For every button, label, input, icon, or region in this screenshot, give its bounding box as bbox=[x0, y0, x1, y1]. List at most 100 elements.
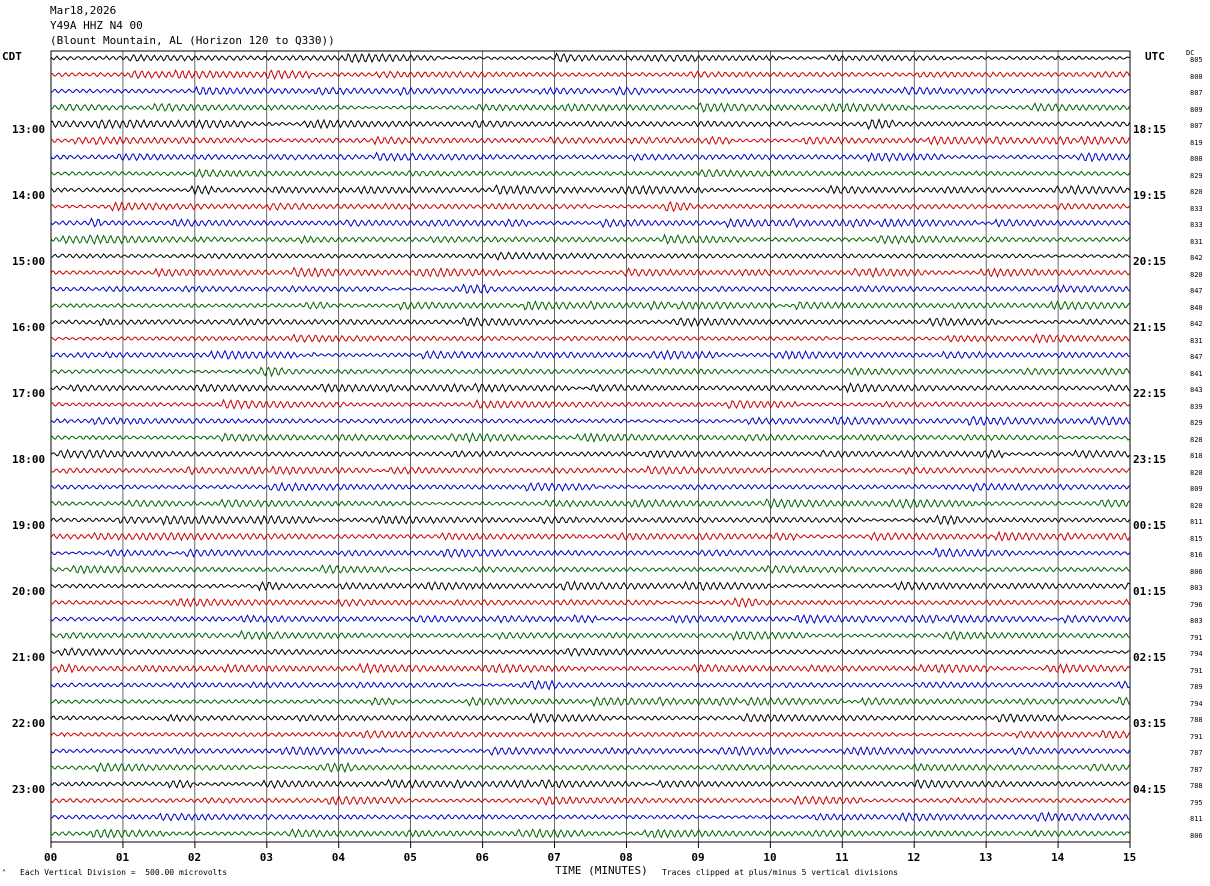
seismic-trace bbox=[50, 729, 1130, 740]
right-hour-label: 21:15 bbox=[1133, 321, 1167, 334]
seismic-trace bbox=[50, 69, 1130, 81]
left-hour-label: 16:00 bbox=[12, 321, 46, 334]
x-tick-label: 00 bbox=[44, 851, 58, 864]
seismic-trace bbox=[50, 828, 1130, 839]
seismic-trace bbox=[50, 580, 1130, 592]
left-hour-label: 23:00 bbox=[12, 783, 46, 796]
seismic-trace bbox=[50, 217, 1130, 229]
seismic-trace bbox=[50, 497, 1130, 510]
seismic-trace bbox=[50, 85, 1130, 97]
dc-offset-value: 808 bbox=[1190, 155, 1203, 163]
seismic-trace bbox=[50, 251, 1130, 261]
dc-offset-value: 791 bbox=[1190, 732, 1203, 741]
right-hour-label: 02:15 bbox=[1133, 651, 1167, 664]
x-tick-label: 01 bbox=[115, 851, 130, 864]
seismic-trace bbox=[50, 431, 1130, 444]
seismic-trace bbox=[50, 679, 1130, 691]
dc-offset-value: 788 bbox=[1190, 782, 1203, 790]
x-tick-label: 05 bbox=[403, 851, 417, 864]
seismic-trace bbox=[50, 647, 1130, 658]
seismic-trace bbox=[50, 52, 1130, 64]
seismic-trace bbox=[50, 662, 1130, 675]
seismic-trace bbox=[50, 481, 1130, 492]
dc-offset-value: 811 bbox=[1190, 815, 1203, 823]
dc-offset-value: 829 bbox=[1190, 419, 1203, 427]
seismic-trace bbox=[50, 366, 1130, 378]
dc-offset-value: 787 bbox=[1190, 765, 1203, 774]
left-hour-label: 21:00 bbox=[12, 651, 46, 664]
seismic-trace bbox=[50, 448, 1130, 460]
seismic-trace bbox=[50, 233, 1130, 245]
seismic-trace bbox=[50, 530, 1130, 542]
x-tick-label: 02 bbox=[187, 851, 202, 864]
dc-offset-value: 807 bbox=[1190, 89, 1203, 97]
dc-offset-value: 843 bbox=[1190, 386, 1203, 394]
x-tick-label: 06 bbox=[475, 851, 489, 864]
corner-mark: ᴬ bbox=[2, 868, 7, 876]
seismic-trace bbox=[50, 168, 1130, 179]
right-hour-label: 00:15 bbox=[1133, 519, 1167, 532]
seismic-trace bbox=[50, 283, 1130, 295]
dc-offset-value: 820 bbox=[1190, 270, 1203, 279]
seismic-trace bbox=[50, 778, 1130, 790]
right-hour-label: 22:15 bbox=[1133, 387, 1167, 400]
left-timezone-label: CDT bbox=[2, 50, 22, 63]
dc-offset-value: 788 bbox=[1190, 716, 1203, 724]
left-hour-label: 13:00 bbox=[12, 123, 46, 136]
left-hour-label: 14:00 bbox=[12, 189, 46, 202]
dc-offset-value: 820 bbox=[1190, 468, 1203, 477]
x-tick-label: 15 bbox=[1123, 851, 1137, 864]
dc-offset-value: 791 bbox=[1190, 666, 1203, 675]
seismic-trace bbox=[50, 382, 1130, 394]
dc-offset-value: 794 bbox=[1190, 699, 1203, 708]
clip-note: Traces clipped at plus/minus 5 vertical … bbox=[662, 868, 899, 877]
dc-offset-value: 818 bbox=[1190, 452, 1203, 460]
plot-frame bbox=[50, 50, 1131, 843]
dc-offset-value: 831 bbox=[1190, 336, 1203, 345]
seismic-trace bbox=[50, 135, 1130, 146]
dc-offset-value: 806 bbox=[1190, 831, 1203, 840]
dc-offset-value: 841 bbox=[1190, 369, 1203, 378]
dc-offset-value: 787 bbox=[1190, 749, 1203, 757]
left-hour-label: 15:00 bbox=[12, 255, 46, 268]
left-hour-label: 17:00 bbox=[12, 387, 46, 400]
dc-offset-value: 820 bbox=[1190, 501, 1203, 510]
dc-offset-value: 806 bbox=[1190, 567, 1203, 576]
x-tick-label: 13 bbox=[979, 851, 993, 864]
dc-offset-value: 800 bbox=[1190, 72, 1203, 81]
seismic-trace bbox=[50, 514, 1130, 526]
plot-date: Mar18,2026 bbox=[50, 4, 117, 17]
dc-offset-value: 816 bbox=[1190, 551, 1203, 559]
seismic-trace bbox=[50, 415, 1130, 427]
seismic-trace bbox=[50, 761, 1130, 774]
seismic-trace bbox=[50, 547, 1130, 559]
seismic-trace bbox=[50, 118, 1130, 131]
dc-offset-value: 791 bbox=[1190, 633, 1203, 642]
dc-offset-value: 819 bbox=[1190, 138, 1203, 147]
x-tick-label: 08 bbox=[619, 851, 633, 864]
x-tick-label: 09 bbox=[691, 851, 705, 864]
dc-offset-value: 831 bbox=[1190, 237, 1203, 246]
dc-offset-value: 820 bbox=[1190, 188, 1203, 196]
seismic-trace bbox=[50, 564, 1130, 575]
seismic-trace bbox=[50, 696, 1130, 708]
right-hour-label: 23:15 bbox=[1133, 453, 1167, 466]
dc-offset-value: 809 bbox=[1190, 105, 1203, 114]
seismic-trace bbox=[50, 398, 1130, 410]
dc-offset-value: 842 bbox=[1190, 254, 1203, 262]
dc-offset-value: 833 bbox=[1190, 204, 1203, 213]
x-tick-label: 03 bbox=[259, 851, 274, 864]
seismic-trace bbox=[50, 596, 1130, 609]
scale-note: Each Vertical Division = 500.00 microvol… bbox=[20, 868, 228, 877]
right-hour-label: 20:15 bbox=[1133, 255, 1167, 268]
dc-offset-value: 839 bbox=[1190, 402, 1203, 411]
left-hour-label: 20:00 bbox=[12, 585, 46, 598]
dc-offset-value: 803 bbox=[1190, 617, 1203, 625]
seismic-trace bbox=[50, 316, 1130, 328]
seismic-trace bbox=[50, 200, 1130, 213]
seismic-trace bbox=[50, 613, 1130, 625]
dc-offset-value: 803 bbox=[1190, 584, 1203, 592]
right-hour-label: 03:15 bbox=[1133, 717, 1167, 730]
seismic-trace bbox=[50, 266, 1130, 279]
